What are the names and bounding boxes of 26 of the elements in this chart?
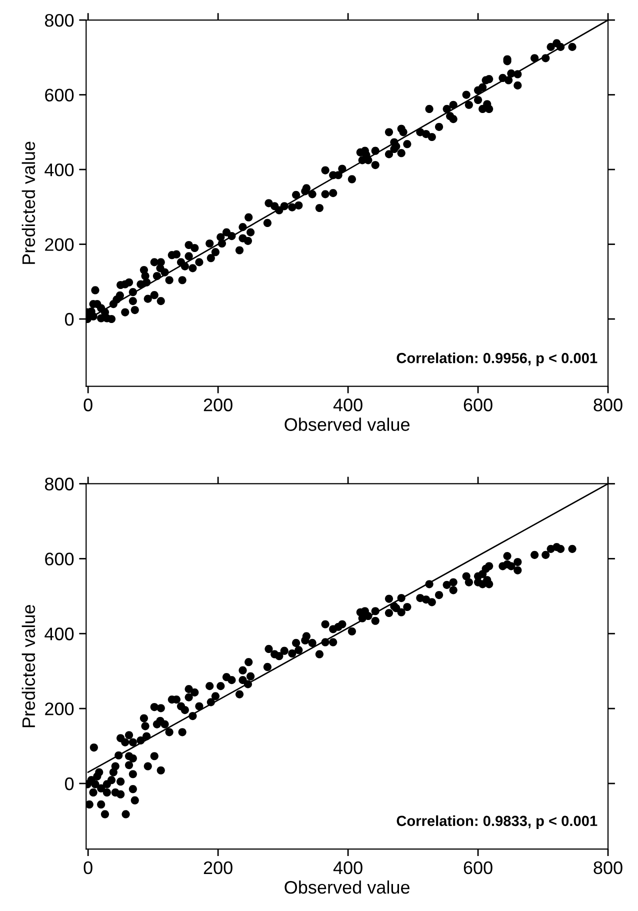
y-tick-label: 200 bbox=[45, 702, 74, 716]
x-tick-label: 400 bbox=[333, 861, 362, 874]
x-tick-label: 800 bbox=[594, 398, 622, 412]
y-tick-label: 400 bbox=[44, 628, 74, 640]
y-tick-label: 600 bbox=[45, 552, 74, 566]
x-tick-label: 600 bbox=[464, 398, 492, 412]
x-tick-label: 600 bbox=[464, 861, 492, 874]
x-tick-label: 200 bbox=[204, 398, 232, 412]
annotation: Correlation: 0.9833, p < 0.001 bbox=[396, 815, 598, 829]
y-tick-label: 200 bbox=[45, 238, 74, 251]
x-tick-label: 0 bbox=[84, 398, 92, 412]
y-axis-title: Predicted value bbox=[22, 604, 36, 728]
y-axis-title: Predicted value bbox=[22, 142, 36, 264]
x-tick-label: 800 bbox=[594, 861, 622, 874]
y-tick-label: 800 bbox=[44, 14, 74, 27]
x-axis-title: Observed value bbox=[284, 880, 410, 894]
y-tick-label: 400 bbox=[44, 163, 74, 176]
y-tick-label: 0 bbox=[64, 312, 74, 326]
x-tick-label: 400 bbox=[333, 398, 362, 412]
x-tick-label: 0 bbox=[84, 861, 92, 874]
annotation: Correlation: 0.9956, p < 0.001 bbox=[396, 352, 598, 366]
x-tick-label: 200 bbox=[204, 861, 232, 874]
y-tick-label: 0 bbox=[64, 777, 74, 790]
y-tick-label: 600 bbox=[45, 88, 74, 102]
x-axis-title: Observed value bbox=[284, 418, 410, 431]
y-tick-label: 800 bbox=[44, 478, 74, 490]
